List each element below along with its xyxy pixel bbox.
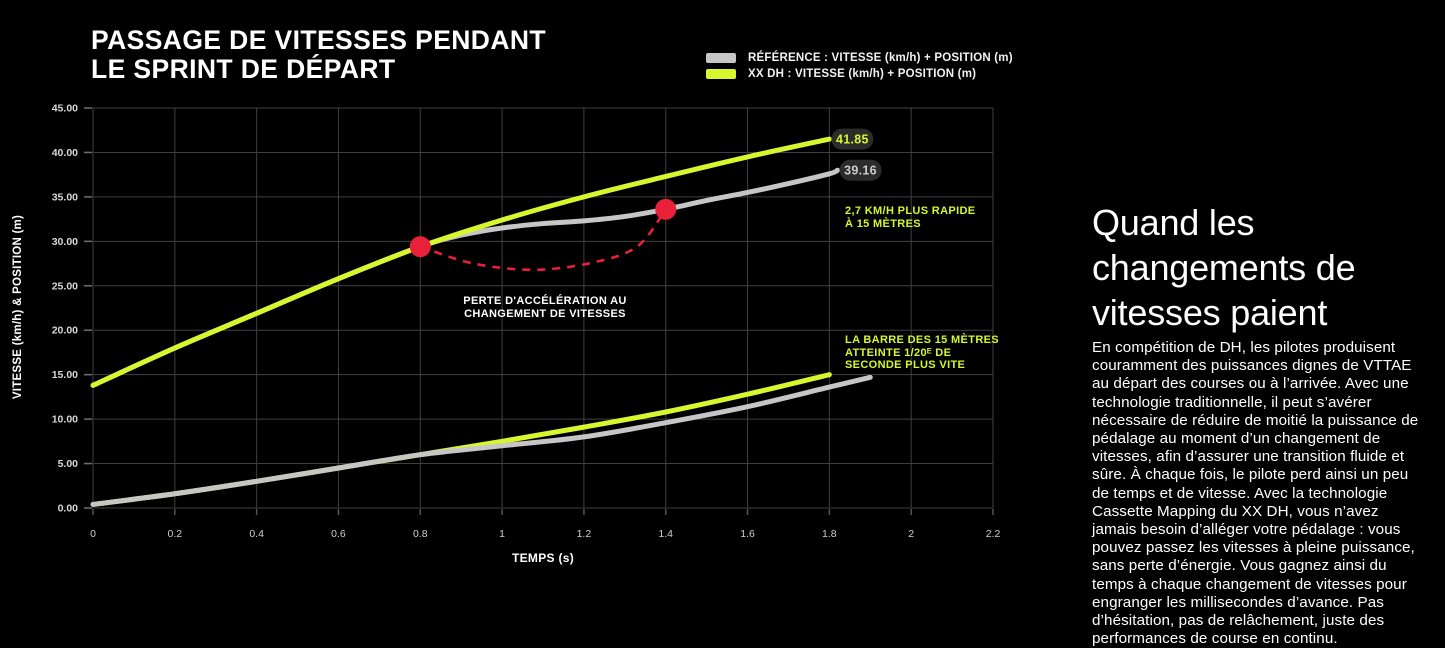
x-axis-label: TEMPS (s) — [511, 551, 575, 565]
x-tick-label: 2.2 — [986, 528, 1001, 540]
annotation-15m-bar: LA BARRE DES 15 MÈTRES ATTEINTE 1/20ᴱ DE… — [845, 334, 999, 372]
x-tick-label: 1.4 — [658, 528, 673, 540]
story-heading: Quand les changements de vitesses paient — [1092, 202, 1356, 333]
y-tick-label: 35.00 — [52, 191, 78, 203]
chart-title: PASSAGE DE VITESSES PENDANT LE SPRINT DE… — [91, 25, 547, 84]
legend-swatch-xxdh — [706, 69, 736, 79]
x-tick-label: 2 — [908, 528, 914, 540]
y-tick-label: 40.00 — [52, 147, 78, 159]
series-xxdh-position — [90, 372, 832, 507]
y-tick-label: 30.00 — [52, 236, 78, 248]
y-tick-label: 45.00 — [52, 103, 78, 115]
chart-legend: RÉFÉRENCE : VITESSE (km/h) + POSITION (m… — [706, 52, 1013, 80]
annotation-faster-at-15m: 2,7 KM/H PLUS RAPIDE À 15 MÈTRES — [845, 205, 976, 230]
x-tick-label: 1.8 — [822, 528, 837, 540]
series-xxdh-vitesse — [90, 136, 832, 388]
x-tick-label: 0.4 — [249, 528, 264, 540]
y-tick-label: 0.00 — [58, 503, 79, 515]
y-tick-label: 25.00 — [52, 280, 78, 292]
shift-loss-dashed-curve — [419, 208, 667, 272]
legend-label-xxdh: XX DH : VITESSE (km/h) + POSITION (m) — [748, 68, 977, 80]
shift-point-marker — [409, 236, 431, 258]
x-tick-label: 1.6 — [740, 528, 755, 540]
series-ref-vitesse — [90, 167, 841, 388]
x-tick-label: 1 — [499, 528, 505, 540]
story-body: En compétition de DH, les pilotes produi… — [1092, 339, 1419, 648]
story-panel: Quand les changements de vitesses paient… — [1092, 200, 1426, 648]
legend-item-reference: RÉFÉRENCE : VITESSE (km/h) + POSITION (m… — [706, 52, 1013, 64]
legend-label-reference: RÉFÉRENCE : VITESSE (km/h) + POSITION (m… — [748, 52, 1013, 64]
x-tick-label: 1.2 — [577, 528, 592, 540]
y-tick-label: 10.00 — [52, 414, 78, 426]
y-axis-label: VITESSE (km/h) & POSITION (m) — [12, 214, 24, 400]
end-value-label: 39.16 — [844, 164, 877, 178]
x-tick-label: 0.8 — [413, 528, 428, 540]
end-value-label: 41.85 — [836, 133, 869, 147]
x-tick-label: 0.2 — [168, 528, 183, 540]
x-tick-label: 0 — [90, 528, 96, 540]
end-value-pill — [839, 159, 882, 181]
end-value-pill — [831, 128, 874, 150]
series-ref-position — [90, 374, 873, 507]
sprint-line-chart: 0.00 5.00 10.00 15.00 20.00 25.00 30.00 35.00 40… — [52, 103, 1001, 541]
y-tick-label: 20.00 — [52, 325, 78, 337]
legend-item-xxdh: XX DH : VITESSE (km/h) + POSITION (m) — [706, 68, 1013, 80]
legend-swatch-reference — [706, 53, 736, 63]
annotation-acceleration-loss: PERTE D'ACCÉLÉRATION AU CHANGEMENT DE VI… — [463, 295, 627, 320]
shift-point-marker — [655, 198, 677, 220]
y-tick-label: 5.00 — [58, 458, 79, 470]
x-tick-label: 0.6 — [331, 528, 346, 540]
y-tick-label: 15.00 — [52, 369, 78, 381]
